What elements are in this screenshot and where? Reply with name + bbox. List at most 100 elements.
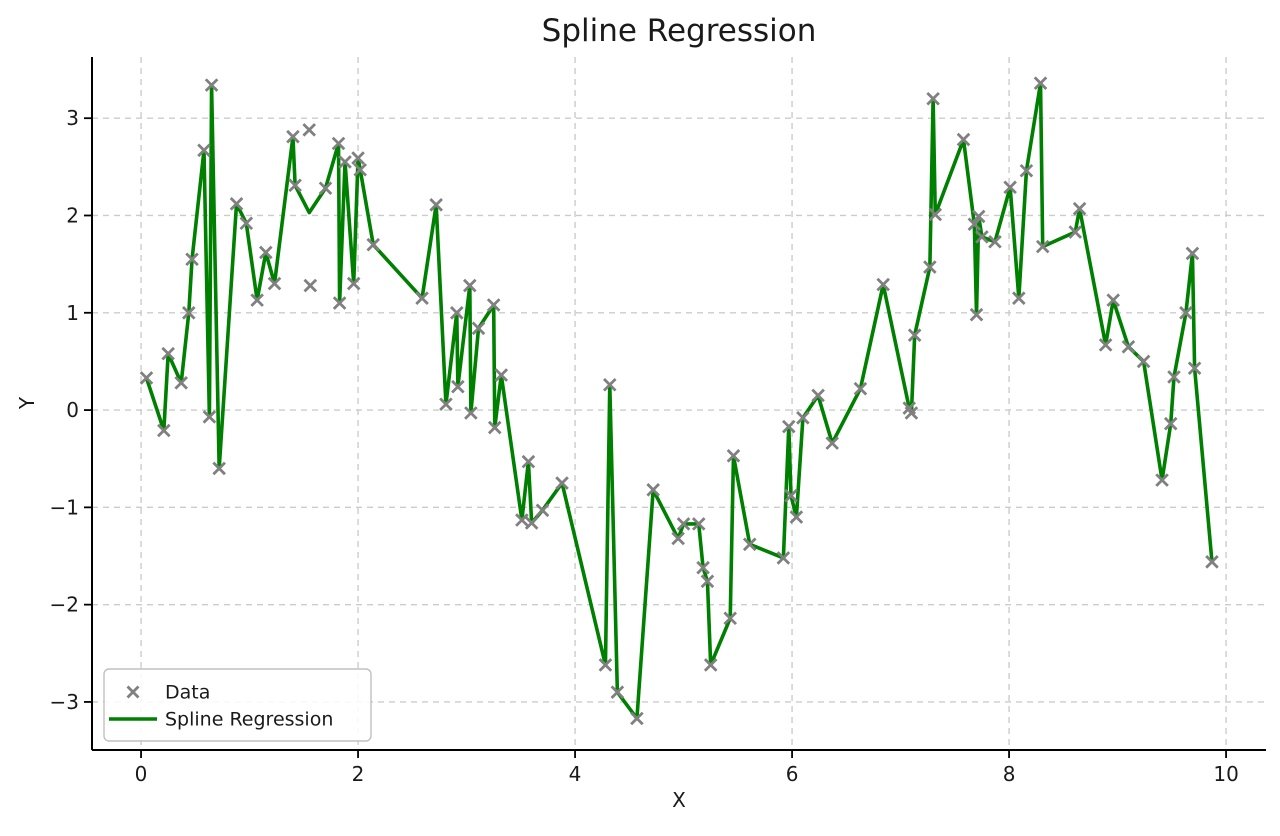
spline-path xyxy=(144,81,1214,721)
data-point-marker xyxy=(610,685,625,699)
data-point-marker xyxy=(1121,340,1136,354)
legend-data-marker-icon xyxy=(126,685,140,699)
data-point-marker xyxy=(197,143,211,158)
data-point-marker xyxy=(346,276,361,291)
chart-title: Spline Regression xyxy=(542,13,817,49)
data-point-marker xyxy=(1187,361,1202,376)
data-point-marker xyxy=(1167,370,1181,384)
data-point-marker xyxy=(598,658,613,672)
data-point-marker xyxy=(1179,305,1193,320)
data-point-marker xyxy=(331,136,346,151)
y-tick-label: 2 xyxy=(66,203,79,227)
y-tick-label: 0 xyxy=(66,398,79,422)
data-point-marker xyxy=(267,276,282,291)
data-point-marker xyxy=(302,123,317,137)
data-point-marker xyxy=(451,379,465,394)
data-point-marker xyxy=(1106,293,1121,307)
x-tick-label: 4 xyxy=(569,762,582,786)
data-point-marker xyxy=(521,454,536,469)
data-point-marker xyxy=(161,346,175,361)
data-point-marker xyxy=(971,209,986,224)
x-tick-label: 8 xyxy=(1003,762,1016,786)
data-point-marker xyxy=(338,155,352,169)
data-point-marker xyxy=(703,658,718,672)
data-point-marker xyxy=(1185,246,1200,261)
data-point-marker xyxy=(415,291,429,305)
data-point-marker xyxy=(1035,239,1050,254)
legend-spline-label: Spline Regression xyxy=(165,709,333,731)
data-point-marker xyxy=(1068,225,1083,239)
data-point-marker xyxy=(988,234,1002,249)
data-point-marker xyxy=(876,277,890,292)
data-point-marker xyxy=(429,197,443,212)
data-point-marker xyxy=(676,517,691,531)
y-tick-label: −1 xyxy=(50,495,79,519)
data-point-marker xyxy=(1072,201,1087,216)
data-point-marker xyxy=(789,510,804,524)
data-point-marker xyxy=(524,516,539,530)
data-point-marker xyxy=(742,537,757,552)
data-point-marker xyxy=(691,517,706,531)
x-tick-label: 0 xyxy=(135,762,148,786)
x-tick-label: 2 xyxy=(352,762,365,786)
legend-data-label: Data xyxy=(165,682,210,704)
data-point-marker xyxy=(471,321,486,336)
data-point-marker xyxy=(700,574,715,589)
legend-box xyxy=(103,668,372,742)
data-point-marker xyxy=(463,278,477,293)
data-point-marker xyxy=(969,307,984,322)
data-point-marker xyxy=(926,91,940,106)
data-point-marker xyxy=(723,611,738,626)
data-point-marker xyxy=(449,305,464,320)
data-point-marker xyxy=(515,513,529,527)
data-point-marker xyxy=(646,483,660,497)
data-point-marker xyxy=(907,328,922,342)
data-point-marker xyxy=(956,132,971,147)
data-point-marker xyxy=(1163,416,1178,431)
data-point-marker xyxy=(487,420,502,435)
data-point-marker xyxy=(318,181,333,196)
data-point-marker xyxy=(975,230,989,244)
data-point-marker xyxy=(139,371,154,385)
data-point-marker xyxy=(288,178,302,193)
data-point-marker xyxy=(696,560,710,575)
data-point-marker xyxy=(928,207,943,222)
tick-labels: 0 2 4 6 8 10 −3 −2 −1 0 1 2 3 xyxy=(50,106,1239,786)
data-point-marker xyxy=(286,129,300,144)
data-point-marker xyxy=(555,476,569,490)
data-point-marker xyxy=(784,488,798,503)
data-point-marker xyxy=(1012,291,1026,305)
data-point-marker xyxy=(923,260,937,274)
data-point-marker xyxy=(353,162,368,177)
data-point-marker xyxy=(811,388,825,403)
y-tick-label: −2 xyxy=(50,593,79,617)
data-point-marker xyxy=(825,436,839,450)
data-point-marker xyxy=(1155,473,1169,487)
data-point-marker xyxy=(782,419,796,434)
data-point-marker xyxy=(202,410,217,424)
data-point-marker xyxy=(1019,163,1034,178)
legend: Data Spline Regression xyxy=(103,668,372,742)
data-point-marker xyxy=(1098,338,1113,352)
data-point-marker xyxy=(967,217,982,232)
data-point-marker xyxy=(332,296,347,310)
data-point-marker xyxy=(157,423,171,438)
data-markers xyxy=(139,76,1219,726)
data-point-marker xyxy=(204,78,219,92)
data-point-marker xyxy=(351,151,365,165)
data-point-marker xyxy=(904,406,919,420)
data-point-marker xyxy=(250,293,264,307)
data-point-marker xyxy=(174,376,188,390)
data-point-marker xyxy=(671,531,685,546)
data-point-marker xyxy=(1136,354,1151,369)
data-point-marker xyxy=(602,377,617,392)
data-point-marker xyxy=(464,406,478,420)
grid-lines xyxy=(92,57,1266,750)
x-tick-label: 6 xyxy=(786,762,799,786)
data-point-marker xyxy=(366,237,381,252)
data-point-marker xyxy=(1003,180,1017,195)
axis-spines xyxy=(91,57,1266,751)
data-point-marker xyxy=(1205,555,1219,569)
data-point-marker xyxy=(239,216,254,231)
